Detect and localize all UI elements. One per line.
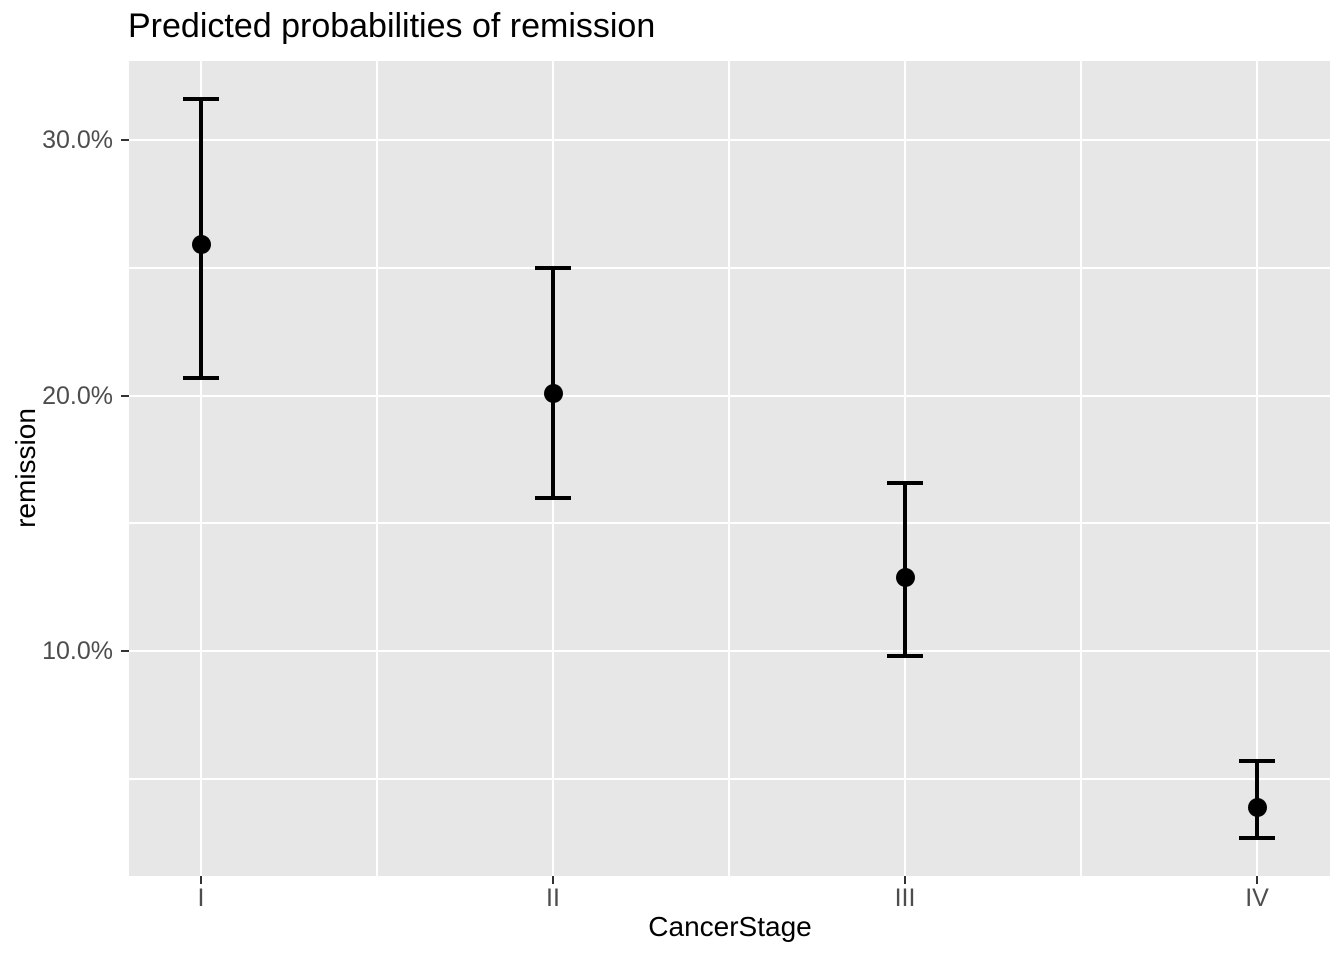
y-tick-label: 10.0% [42, 637, 113, 666]
y-axis-tick-mark [121, 139, 129, 142]
x-tick-label: II [546, 884, 560, 912]
x-tick-label: III [894, 884, 916, 912]
x-axis-tick-mark [200, 876, 202, 884]
data-point [543, 383, 563, 403]
error-bar-cap-upper [1239, 759, 1275, 764]
error-bar-cap-upper [887, 480, 923, 485]
error-bar-cap-lower [535, 495, 571, 500]
x-tick-label: I [197, 884, 205, 912]
error-bar-cap-upper [535, 265, 571, 270]
error-bar-cap-lower [1239, 835, 1275, 840]
gridline-minor-vertical [728, 61, 730, 876]
error-bar-cap-lower [887, 654, 923, 659]
gridline-major-vertical [1256, 61, 1258, 876]
y-tick-label: 20.0% [42, 381, 113, 410]
y-tick-label: 30.0% [42, 126, 113, 155]
x-tick-label: IV [1245, 884, 1269, 912]
x-axis-tick-mark [904, 876, 906, 884]
x-axis-tick-mark [552, 876, 554, 884]
data-point [1247, 797, 1267, 817]
x-axis-tick-mark [1256, 876, 1258, 884]
error-bar-line [551, 267, 555, 498]
x-axis-title: CancerStage [648, 911, 812, 942]
data-point [895, 567, 915, 587]
chart-title: Predicted probabilities of remission [128, 7, 656, 45]
error-bar-cap-upper [183, 97, 219, 102]
y-axis-tick-mark [121, 650, 129, 653]
error-bar-cap-lower [183, 375, 219, 380]
gridline-minor-vertical [1080, 61, 1082, 876]
y-axis-tick-mark [121, 394, 129, 397]
gridline-major-vertical [200, 61, 202, 876]
gridline-major-vertical [904, 61, 906, 876]
y-axis-title: remission [10, 408, 41, 528]
plot-panel [129, 61, 1330, 876]
gridline-minor-vertical [376, 61, 378, 876]
data-point [191, 235, 211, 255]
